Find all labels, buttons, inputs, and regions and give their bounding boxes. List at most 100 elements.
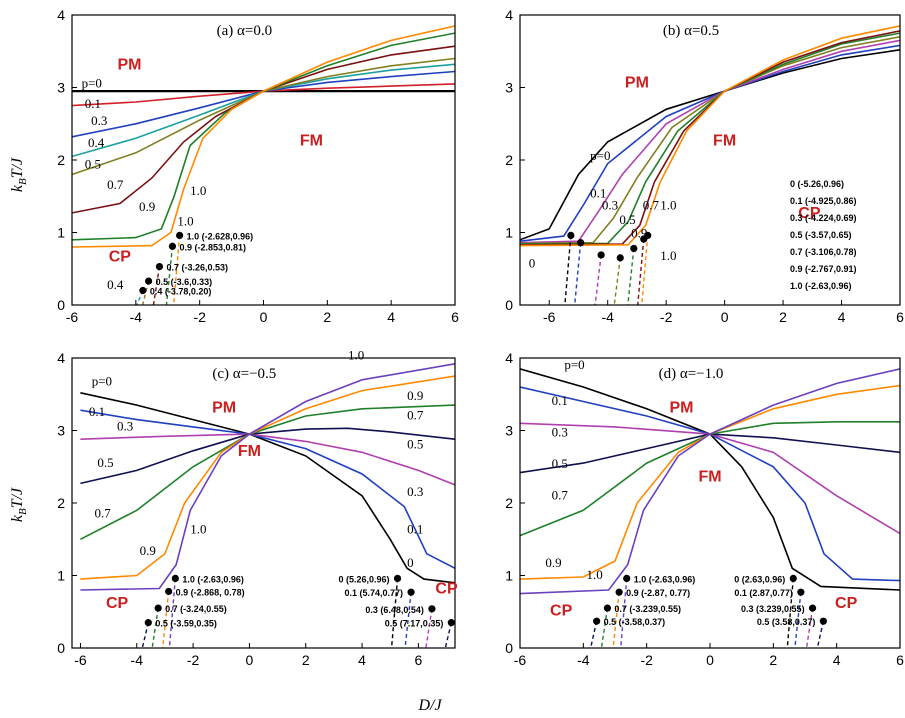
critical-point-label: 0.4 (-3.78,0.20) bbox=[150, 287, 212, 297]
series-line-p-0 bbox=[520, 49, 900, 241]
critical-point-marker bbox=[171, 574, 179, 583]
phase-region-label: PM bbox=[212, 399, 236, 416]
y-tick-label: 1 bbox=[57, 225, 65, 241]
series-line-p-0.9 bbox=[520, 30, 900, 246]
critical-point-marker bbox=[145, 277, 153, 285]
critical-point-dashed-line bbox=[620, 578, 628, 648]
critical-point-marker bbox=[407, 588, 415, 596]
critical-point-marker bbox=[623, 574, 631, 583]
series-line-p-0.1 bbox=[72, 83, 455, 107]
critical-point-marker bbox=[168, 242, 177, 250]
phase-region-label: FM bbox=[300, 133, 323, 150]
series-line-p-0.1 bbox=[520, 386, 900, 582]
y-tick-label: 2 bbox=[57, 495, 65, 511]
critical-point-label: 1.0 (-2.63,0.96) bbox=[634, 574, 696, 584]
y-axis-title-k: k bbox=[9, 514, 26, 522]
critical-point-marker bbox=[154, 604, 162, 612]
series-line-p-0.3 bbox=[72, 70, 455, 138]
critical-point-label: 0.3 (6.48,0.54) bbox=[365, 605, 424, 615]
series-group bbox=[80, 363, 455, 648]
series-line-p-0.3 bbox=[520, 39, 900, 244]
y-tick-label: 1 bbox=[505, 568, 513, 584]
critical-point-label: 0.9 (-2.853,0.81) bbox=[179, 242, 246, 252]
critical-point-label: 0.5 (-3.58,0.37) bbox=[604, 617, 666, 627]
critical-point-marker bbox=[603, 604, 612, 612]
critical-point-dashed-line bbox=[390, 578, 399, 648]
critical-point-dashed-line bbox=[786, 578, 794, 648]
panel-label: (d) α=−1.0 bbox=[659, 366, 724, 382]
series-line-p-0.3 bbox=[80, 433, 455, 486]
y-tick-label: 4 bbox=[57, 350, 65, 366]
series-line-p-0.3 bbox=[520, 422, 900, 535]
curve-label: 0.5 bbox=[85, 157, 101, 172]
curve-label: p=0 bbox=[590, 148, 610, 163]
critical-point-marker bbox=[144, 619, 152, 627]
critical-point-dashed-line bbox=[573, 242, 582, 305]
panel-1: -6 -4 -2 0 2 4 6 0 1 2 3 4 (a) α=0.0 PM FM CP p=0 0.1 0.3 0… bbox=[57, 7, 459, 325]
curve-label: 0.3 bbox=[602, 197, 618, 212]
x-tick-label: -2 bbox=[640, 652, 653, 668]
phase-region-label: FM bbox=[698, 468, 721, 485]
curve-label: 1.0 bbox=[177, 213, 193, 228]
phase-region-label: CP bbox=[435, 581, 458, 598]
panel-3: -6 -4 -2 0 2 4 6 0 1 2 3 4 (c) α=−0.5 PM FM CP CP p=0 0.1 0… bbox=[57, 347, 458, 668]
critical-point-label: 0.3 (3.239,0.55) bbox=[741, 604, 805, 614]
curve-label: 0.1 bbox=[407, 521, 423, 536]
curve-label: 0.1 bbox=[590, 186, 606, 201]
y-tick-label: 3 bbox=[505, 80, 513, 96]
panel-label: (c) α=−0.5 bbox=[212, 366, 276, 382]
curve-label: 0 bbox=[529, 255, 536, 270]
svg-text:kBT/J: kBT/J bbox=[9, 157, 29, 192]
curve-label: 0.3 bbox=[407, 484, 423, 499]
curve-label: 0.9 bbox=[545, 555, 561, 570]
x-tick-label: -4 bbox=[130, 309, 143, 325]
plot-frame bbox=[519, 357, 901, 649]
x-tick-label: 2 bbox=[779, 309, 787, 325]
curve-label: 0.9 bbox=[139, 199, 155, 214]
critical-point-marker bbox=[797, 588, 805, 596]
critical-point-marker bbox=[593, 617, 601, 625]
critical-point-marker bbox=[616, 254, 624, 262]
critical-point-label: 0.1 (-4.925,0.86) bbox=[790, 196, 857, 206]
critical-point-dashed-line bbox=[564, 235, 572, 305]
series-line-p-0.1 bbox=[80, 409, 455, 570]
phase-region-label: CP bbox=[798, 205, 821, 222]
plot-frame bbox=[519, 14, 901, 306]
critical-point-dashed-line bbox=[600, 608, 609, 648]
critical-point-marker bbox=[393, 574, 402, 583]
y-tick-label: 1 bbox=[505, 225, 513, 241]
x-tick-label: 4 bbox=[838, 309, 846, 325]
critical-point-dashed-line bbox=[794, 592, 802, 648]
x-tick-label: 0 bbox=[260, 309, 268, 325]
critical-point-label: 1.0 (-2.63,0.96) bbox=[182, 574, 244, 584]
y-tick-label: 3 bbox=[505, 423, 513, 439]
critical-point-dashed-line bbox=[612, 592, 620, 648]
critical-point-marker bbox=[789, 574, 797, 583]
series-line-p-0.5 bbox=[520, 36, 900, 245]
critical-point-label: 0.7 (-3.106,0.78) bbox=[790, 247, 857, 257]
curve-label: 0.1 bbox=[89, 404, 105, 419]
critical-point-dashed-line bbox=[594, 254, 602, 305]
curve-label: p=0 bbox=[82, 76, 102, 91]
panel-label: (a) α=0.0 bbox=[217, 23, 272, 39]
series-group bbox=[520, 25, 900, 305]
x-tick-label: 6 bbox=[414, 652, 422, 668]
phase-region-label: PM bbox=[625, 75, 649, 92]
y-axis-title-sub: B bbox=[17, 508, 29, 515]
critical-point-marker bbox=[577, 239, 585, 247]
curve-label: 0.1 bbox=[85, 96, 101, 111]
y-axis-title-rest: T/J bbox=[9, 157, 26, 178]
series-group bbox=[520, 368, 900, 648]
series-line-p-0.5 bbox=[520, 433, 900, 474]
y-tick-label: 3 bbox=[57, 80, 65, 96]
series-line-p-0.4 bbox=[72, 63, 455, 158]
x-tick-label: -6 bbox=[514, 652, 527, 668]
critical-point-label: 0.1 (5.74,0.77) bbox=[345, 588, 404, 598]
critical-point-dashed-line bbox=[805, 608, 814, 648]
curve-label: 0.5 bbox=[619, 212, 635, 227]
series-line-p-1.0 bbox=[520, 25, 900, 247]
curve-label: 0.9 bbox=[631, 226, 647, 241]
critical-point-marker bbox=[155, 262, 164, 271]
phase-region-label: FM bbox=[713, 133, 736, 150]
curve-label: 1.0 bbox=[190, 183, 206, 198]
